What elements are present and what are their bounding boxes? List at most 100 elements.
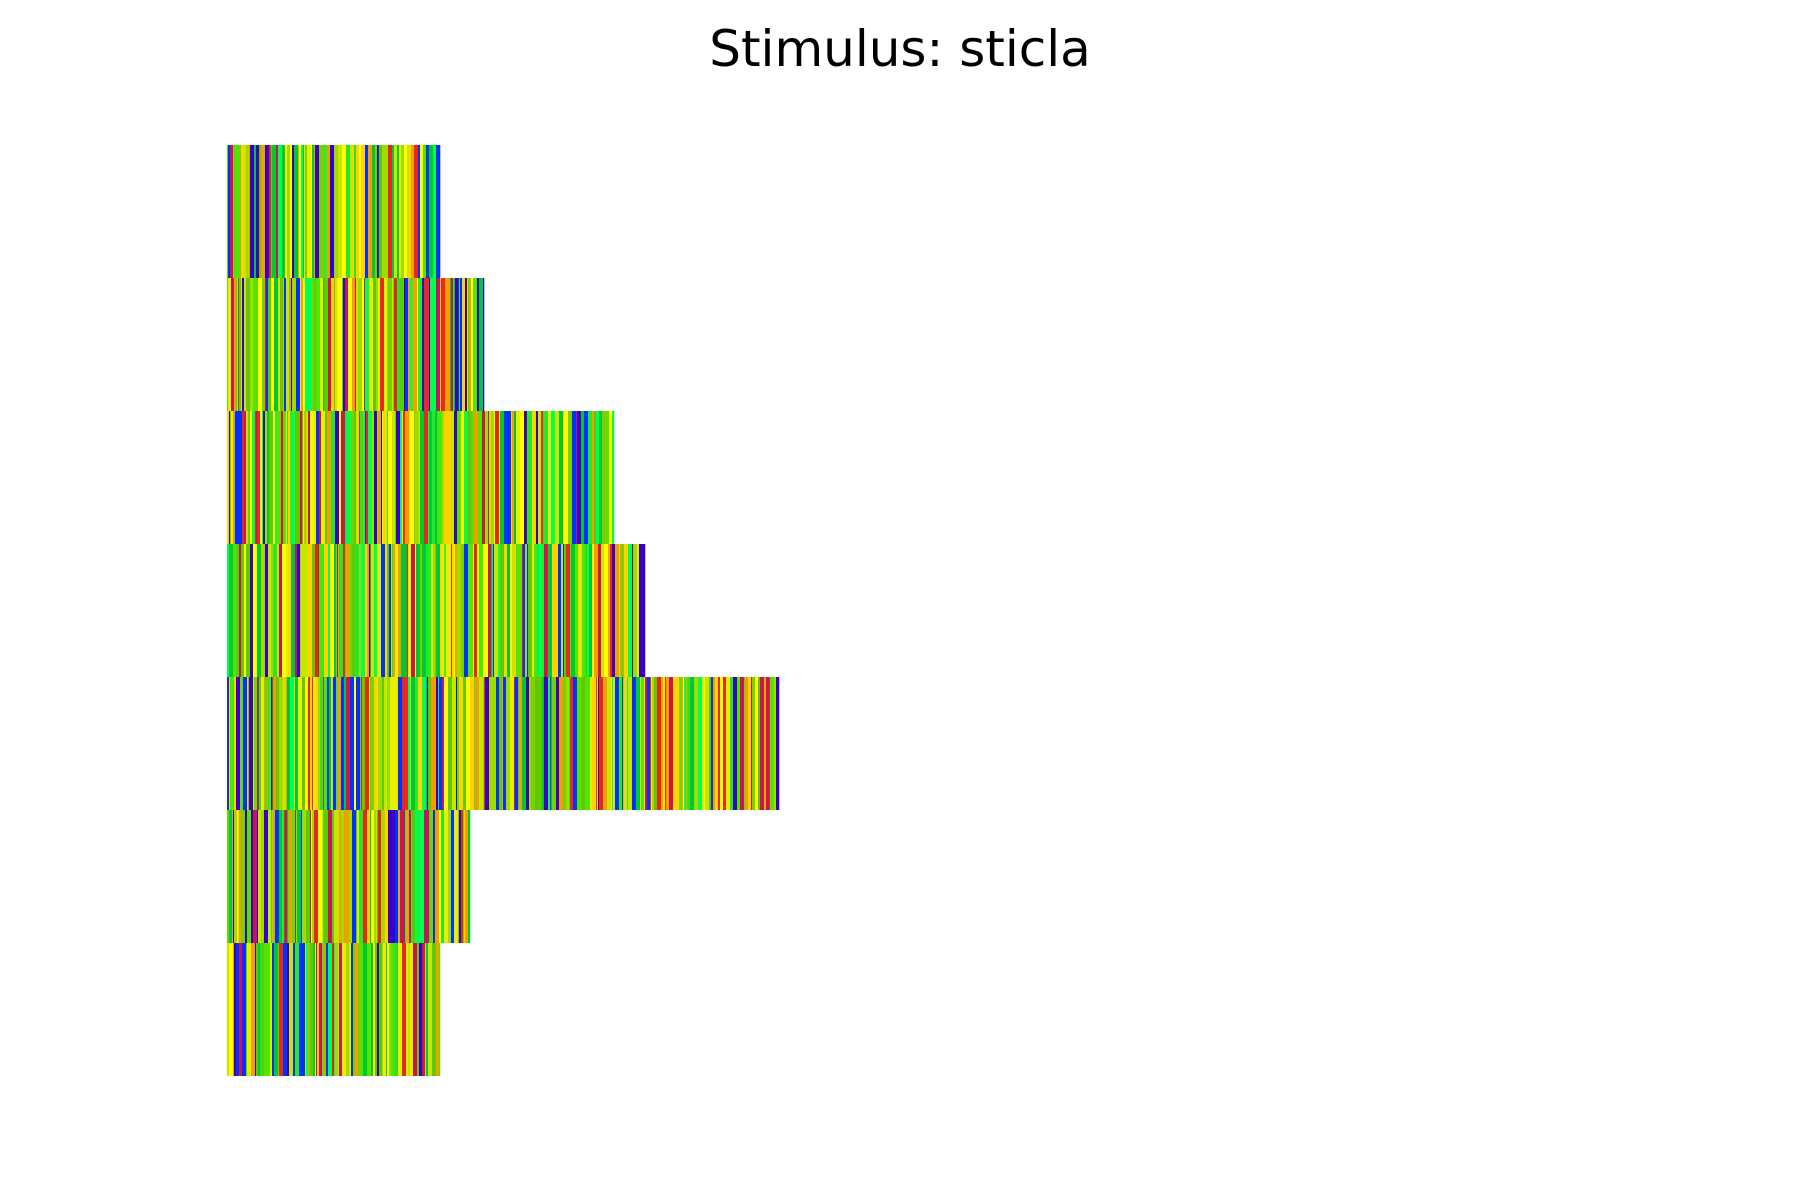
stripe bbox=[241, 810, 246, 943]
stripe bbox=[249, 677, 254, 810]
stripe bbox=[305, 544, 309, 677]
stripe bbox=[342, 278, 344, 411]
stripe bbox=[561, 544, 564, 677]
stripe bbox=[227, 544, 230, 677]
stripe bbox=[436, 677, 439, 810]
stripe bbox=[233, 544, 237, 677]
stripe bbox=[373, 943, 376, 1076]
stripe bbox=[405, 810, 407, 943]
stripe bbox=[488, 411, 490, 544]
stripe bbox=[329, 677, 332, 810]
stripe bbox=[365, 278, 370, 411]
stripe bbox=[278, 278, 280, 411]
stripe bbox=[229, 943, 234, 1076]
stripe bbox=[730, 677, 734, 810]
stripe bbox=[447, 411, 451, 544]
stripe bbox=[415, 810, 419, 943]
stripe bbox=[349, 943, 351, 1076]
stripe bbox=[627, 677, 629, 810]
stripe bbox=[393, 544, 396, 677]
stripe bbox=[327, 145, 331, 278]
stripe bbox=[426, 677, 428, 810]
heatmap-row-6 bbox=[227, 810, 471, 943]
stripe bbox=[430, 544, 432, 677]
heatmap-rows bbox=[227, 145, 780, 1076]
stripe bbox=[458, 278, 460, 411]
stripe bbox=[265, 278, 267, 411]
stripe bbox=[230, 145, 234, 278]
stripe bbox=[413, 943, 418, 1076]
stripe bbox=[520, 544, 523, 677]
stripe bbox=[311, 278, 313, 411]
stripe bbox=[441, 278, 443, 411]
stripe bbox=[230, 677, 234, 810]
stripe bbox=[378, 810, 382, 943]
stripe bbox=[391, 544, 393, 677]
stripe bbox=[242, 677, 244, 810]
stripe bbox=[394, 943, 398, 1076]
stripe bbox=[234, 677, 237, 810]
stripe bbox=[303, 145, 305, 278]
stripe bbox=[402, 411, 404, 544]
stripe bbox=[308, 943, 310, 1076]
stripe bbox=[276, 145, 279, 278]
stripe bbox=[412, 278, 414, 411]
stripe bbox=[302, 810, 307, 943]
stripe bbox=[403, 411, 406, 544]
stripe bbox=[341, 411, 346, 544]
stripe bbox=[322, 810, 324, 943]
stripe bbox=[374, 411, 378, 544]
stripe bbox=[307, 145, 311, 278]
stripe bbox=[241, 145, 245, 278]
stripe bbox=[439, 677, 443, 810]
stripe bbox=[419, 411, 421, 544]
stripe bbox=[362, 677, 366, 810]
stripe bbox=[265, 145, 270, 278]
stripe bbox=[613, 677, 616, 810]
stripe bbox=[651, 677, 653, 810]
stripe bbox=[489, 677, 491, 810]
stripe bbox=[604, 544, 609, 677]
stripe bbox=[740, 677, 745, 810]
stripe bbox=[386, 943, 388, 1076]
stripe bbox=[457, 411, 462, 544]
stripe bbox=[320, 278, 324, 411]
stripe bbox=[690, 677, 695, 810]
stripe bbox=[346, 544, 351, 677]
stripe bbox=[279, 677, 281, 810]
stripe bbox=[373, 278, 377, 411]
stripe bbox=[430, 810, 434, 943]
stripe bbox=[399, 145, 402, 278]
stripe bbox=[406, 943, 409, 1076]
stripe bbox=[514, 677, 516, 810]
stripe bbox=[276, 677, 280, 810]
stripe bbox=[289, 810, 293, 943]
stripe bbox=[377, 544, 382, 677]
stripe bbox=[450, 411, 452, 544]
stripe bbox=[263, 411, 266, 544]
stripe bbox=[233, 145, 235, 278]
stripe bbox=[264, 810, 269, 943]
stripe bbox=[379, 145, 383, 278]
stripe bbox=[245, 810, 248, 943]
stripe bbox=[234, 145, 236, 278]
stripe bbox=[390, 278, 393, 411]
stripe bbox=[682, 677, 684, 810]
stripe bbox=[543, 411, 545, 544]
stripe bbox=[256, 411, 258, 544]
stripe bbox=[510, 677, 515, 810]
stripe bbox=[470, 278, 472, 411]
stripe bbox=[292, 145, 295, 278]
stripe bbox=[378, 411, 382, 544]
stripe bbox=[388, 278, 391, 411]
stripe bbox=[555, 411, 560, 544]
stripe bbox=[493, 544, 495, 677]
stripe bbox=[474, 677, 476, 810]
stripe bbox=[376, 810, 378, 943]
stripe bbox=[422, 943, 426, 1076]
stripe bbox=[451, 544, 453, 677]
stripe bbox=[637, 544, 640, 677]
stripe bbox=[368, 411, 373, 544]
stripe bbox=[475, 677, 480, 810]
stripe bbox=[241, 544, 245, 677]
